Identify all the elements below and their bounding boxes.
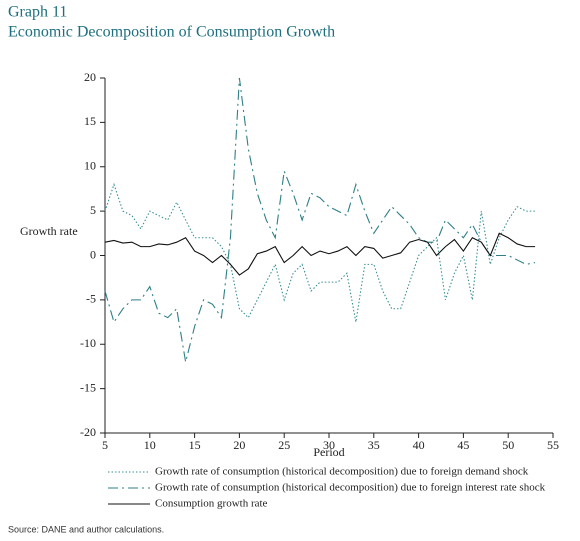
x-tick-label: 20 (233, 438, 245, 452)
source: Source: DANE and author calculations. (8, 524, 164, 534)
y-axis-label: Growth rate (20, 224, 78, 238)
y-tick-label: -5 (86, 292, 96, 306)
x-tick-label: 30 (323, 438, 335, 452)
x-tick-label: 10 (144, 438, 156, 452)
y-tick-label: 15 (84, 114, 96, 128)
chart-title: Graph 11 (8, 4, 67, 21)
x-tick-label: 25 (278, 438, 290, 452)
chart-subtitle: Economic Decomposition of Consumption Gr… (8, 24, 335, 41)
y-tick-label: 20 (84, 70, 96, 84)
series-line (104, 232, 536, 276)
x-tick-label: 35 (368, 438, 380, 452)
y-tick-label: -15 (80, 380, 96, 394)
x-tick-label: 5 (102, 438, 108, 452)
series-line (104, 77, 536, 363)
x-tick-label: 15 (189, 438, 201, 452)
legend-label: Growth rate of consumption (historical d… (155, 482, 546, 494)
x-tick-label: 50 (502, 438, 514, 452)
y-tick-label: 5 (90, 203, 96, 217)
series-line (104, 182, 536, 323)
x-axis-label: Period (313, 445, 344, 459)
x-tick-label: 55 (547, 438, 559, 452)
y-tick-label: -20 (80, 425, 96, 439)
x-tick-label: 45 (457, 438, 469, 452)
y-tick-label: 10 (84, 159, 96, 173)
y-tick-label: 0 (90, 247, 96, 261)
x-tick-label: 40 (413, 438, 425, 452)
legend-label: Growth rate of consumption (historical d… (155, 466, 529, 478)
legend-label: Consumption growth rate (155, 498, 268, 510)
y-tick-label: -10 (80, 336, 96, 350)
